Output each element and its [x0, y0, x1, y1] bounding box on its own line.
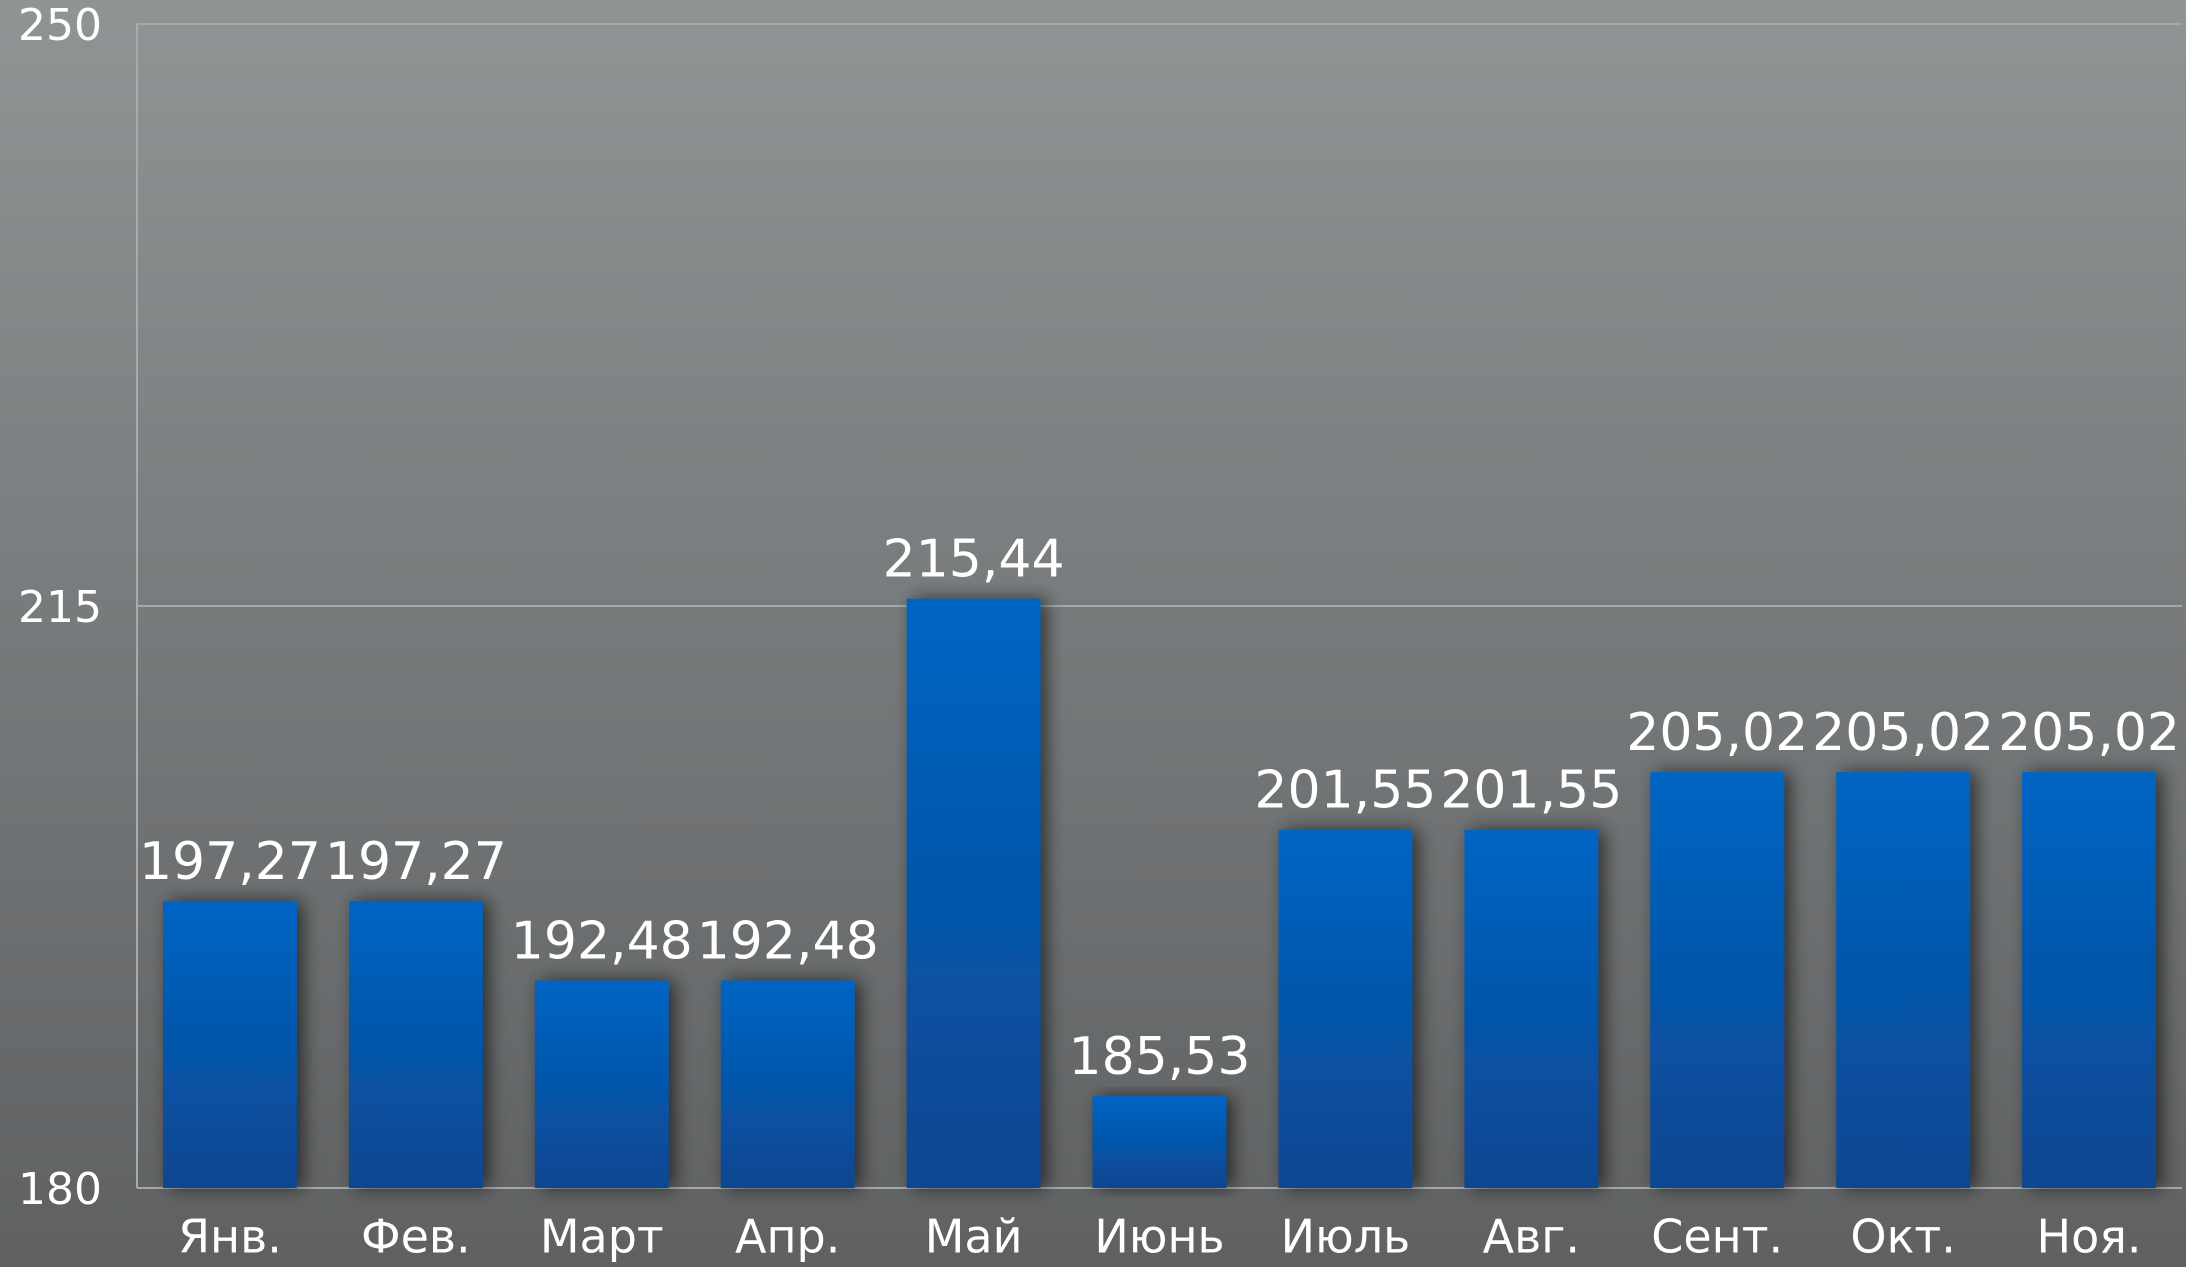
x-tick-label: Март [540, 1210, 664, 1264]
value-label: 215,44 [883, 530, 1065, 590]
value-label: 197,27 [139, 832, 321, 892]
bar [1650, 771, 1785, 1188]
y-tick-label: 180 [18, 1164, 102, 1215]
value-label: 205,02 [1998, 703, 2180, 763]
value-label: 192,48 [697, 911, 879, 971]
bar [906, 598, 1041, 1188]
value-label: 185,53 [1069, 1027, 1251, 1087]
x-tick-label: Июнь [1094, 1210, 1224, 1264]
y-tick-label: 215 [18, 582, 102, 633]
x-tick-label: Янв. [178, 1210, 282, 1264]
bar [2022, 771, 2156, 1188]
x-tick-label: Авг. [1483, 1210, 1580, 1264]
x-tick-label: Сент. [1651, 1210, 1783, 1264]
x-tick-label: Окт. [1850, 1210, 1955, 1264]
value-label: 201,55 [1254, 761, 1436, 821]
value-label: 201,55 [1440, 761, 1622, 821]
x-tick-label: Фев. [361, 1210, 471, 1264]
x-tick-label: Ноя. [2037, 1210, 2142, 1264]
bar [1278, 829, 1413, 1188]
bar [1092, 1096, 1227, 1188]
x-tick-label: Май [925, 1210, 1023, 1264]
value-label: 192,48 [511, 911, 693, 971]
x-tick-label: Июль [1281, 1210, 1411, 1264]
bar [1464, 829, 1599, 1188]
bar [720, 980, 855, 1188]
bar [348, 900, 483, 1188]
value-label: 205,02 [1812, 703, 1994, 763]
bar [534, 980, 669, 1188]
value-label: 205,02 [1626, 703, 1808, 763]
x-tick-label: Апр. [735, 1210, 840, 1264]
bar [1836, 771, 1971, 1188]
y-tick-label: 250 [18, 0, 102, 51]
value-label: 197,27 [325, 832, 507, 892]
bar [163, 900, 297, 1188]
